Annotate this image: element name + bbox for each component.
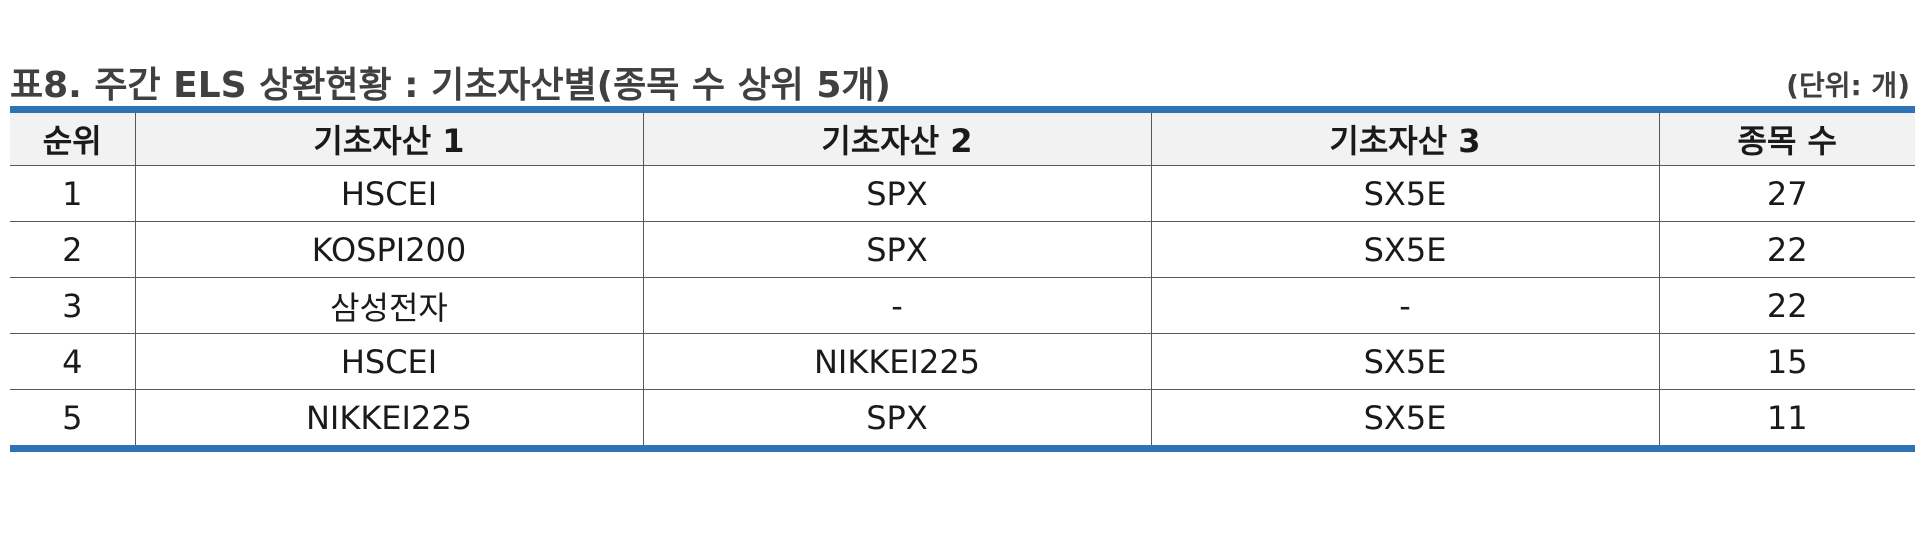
cell-asset-1: NIKKEI225: [134, 389, 643, 449]
cell-rank: 3: [10, 277, 135, 334]
header-count: 종목 수: [1658, 109, 1915, 166]
cell-asset-2: SPX: [642, 165, 1151, 222]
table-body: 1 HSCEI SPX SX5E 27 2 KOSPI200 SPX SX5E …: [10, 165, 1915, 449]
els-redemption-table: 순위 기초자산 1 기초자산 2 기초자산 3 종목 수 1 HSCEI SPX…: [10, 106, 1915, 452]
cell-asset-1: 삼성전자: [134, 277, 643, 334]
cell-asset-3: SX5E: [1150, 221, 1659, 278]
table-row: 1 HSCEI SPX SX5E 27: [10, 165, 1915, 222]
table-header: 순위 기초자산 1 기초자산 2 기초자산 3 종목 수: [10, 109, 1915, 166]
header-asset-2: 기초자산 2: [642, 109, 1151, 166]
cell-rank: 1: [10, 165, 135, 222]
table-title: 표8. 주간 ELS 상환현황 : 기초자산별(종목 수 상위 5개): [10, 65, 891, 106]
cell-asset-1: HSCEI: [134, 165, 643, 222]
cell-asset-1: HSCEI: [134, 333, 643, 390]
cell-asset-3: SX5E: [1150, 389, 1659, 449]
header-rank: 순위: [10, 109, 135, 166]
table-row: 2 KOSPI200 SPX SX5E 22: [10, 221, 1915, 278]
table-row: 5 NIKKEI225 SPX SX5E 11: [10, 389, 1915, 449]
table-row: 3 삼성전자 - - 22: [10, 277, 1915, 334]
table-container: 순위 기초자산 1 기초자산 2 기초자산 3 종목 수 1 HSCEI SPX…: [10, 106, 1915, 452]
title-row: 표8. 주간 ELS 상환현황 : 기초자산별(종목 수 상위 5개) (단위:…: [10, 52, 1910, 104]
cell-count: 15: [1658, 333, 1915, 390]
cell-asset-2: NIKKEI225: [642, 333, 1151, 390]
header-asset-3: 기초자산 3: [1150, 109, 1659, 166]
table-row: 4 HSCEI NIKKEI225 SX5E 15: [10, 333, 1915, 390]
cell-rank: 4: [10, 333, 135, 390]
cell-count: 22: [1658, 221, 1915, 278]
cell-rank: 5: [62, 398, 83, 437]
cell-asset-1: KOSPI200: [134, 221, 643, 278]
cell-count: 27: [1658, 165, 1915, 222]
header-row: 순위 기초자산 1 기초자산 2 기초자산 3 종목 수: [10, 109, 1915, 166]
cell-asset-3: -: [1150, 277, 1659, 334]
header-asset-1: 기초자산 1: [134, 109, 643, 166]
cell-count: 11: [1658, 389, 1915, 449]
cell-count: 22: [1658, 277, 1915, 334]
cell-asset-2: -: [642, 277, 1151, 334]
cell-rank: 2: [10, 221, 135, 278]
unit-label: (단위: 개): [1786, 69, 1910, 102]
cell-asset-2: SPX: [642, 389, 1151, 449]
cell-asset-3: SX5E: [1150, 333, 1659, 390]
cell-asset-3: SX5E: [1150, 165, 1659, 222]
cell-asset-2: SPX: [642, 221, 1151, 278]
